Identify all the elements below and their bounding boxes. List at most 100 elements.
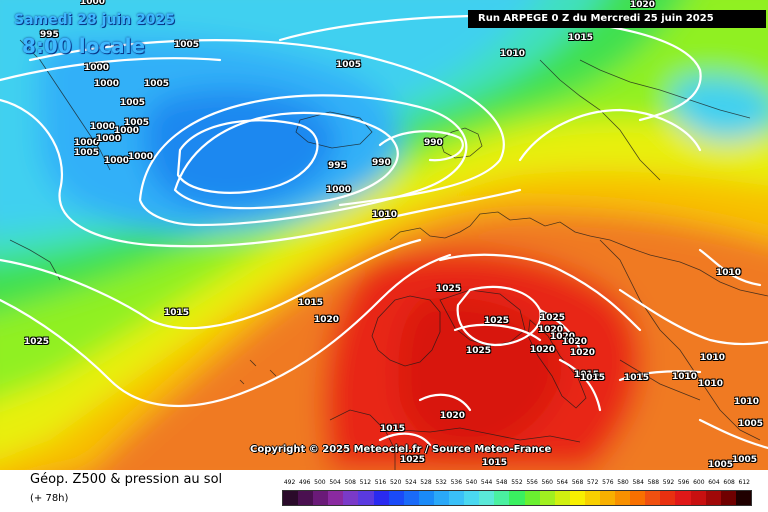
legend-swatch — [479, 491, 495, 505]
legend-swatch — [388, 491, 404, 505]
isobar-label: 1025 — [484, 316, 510, 326]
legend-tick-label: 496 — [299, 479, 311, 486]
isobars — [0, 15, 768, 450]
weather-map: Samedi 28 juin 2025 8:00 locale Run ARPE… — [0, 0, 768, 470]
isobar-label: 1020 — [314, 315, 340, 325]
isobar-label: 1015 — [380, 424, 406, 434]
coastlines — [9, 39, 768, 470]
isobar-label: 1005 — [174, 40, 200, 50]
legend-tick-label: 552 — [511, 479, 523, 486]
legend-tick-label: 536 — [450, 479, 463, 486]
isobar-label: 1010 — [734, 397, 760, 407]
legend-tick-label: 512 — [359, 479, 372, 486]
legend-swatch — [403, 491, 419, 505]
legend-swatch — [615, 491, 631, 505]
legend-tick-label: 564 — [556, 479, 569, 486]
isobar-label: 1000 — [114, 126, 140, 136]
legend-tick-label: 592 — [662, 479, 675, 486]
isobar-label: 1005 — [74, 148, 100, 158]
legend-tick-label: 568 — [571, 479, 584, 486]
isobar-label: 1015 — [580, 373, 606, 383]
isobar-label: 1000 — [74, 138, 100, 148]
isobar-label: 1025 — [436, 284, 462, 294]
isobar-label: 995 — [328, 161, 347, 171]
isobar-label: 1015 — [624, 373, 650, 383]
isobar-label: 1025 — [540, 313, 566, 323]
legend-swatch — [313, 491, 329, 505]
isobar-label: 1005 — [120, 98, 146, 108]
isobar-label: 1010 — [672, 372, 698, 382]
legend-tick-label: 532 — [435, 479, 447, 486]
forecast-time: 8:00 locale — [22, 34, 146, 58]
isobar-label: 1010 — [716, 268, 742, 278]
legend-swatch — [509, 491, 525, 505]
isobar-label: 1010 — [500, 49, 526, 59]
isobar-label: 1000 — [90, 122, 116, 132]
isobar-label: 1000 — [104, 156, 130, 166]
legend-tick-label: 584 — [632, 479, 644, 486]
legend-swatch — [298, 491, 314, 505]
legend-tick-label: 528 — [420, 479, 432, 486]
chart-title: Géop. Z500 & pression au sol — [30, 472, 223, 487]
isobar-label: 1020 — [630, 0, 656, 10]
legend-swatch — [524, 491, 540, 505]
legend-tick-label: 588 — [647, 479, 660, 486]
legend-swatch — [433, 491, 450, 505]
isobar-label: 1000 — [128, 152, 154, 162]
map-field — [0, 0, 768, 470]
legend-tick-label: 556 — [526, 479, 538, 486]
legend-tick-label: 520 — [389, 479, 402, 486]
legend-swatch — [554, 491, 570, 505]
forecast-lead-time: (+ 78h) — [30, 493, 69, 504]
isobar-label: 1020 — [562, 337, 588, 347]
legend-tick-label: 504 — [329, 479, 341, 486]
isobar-label: 990 — [372, 158, 391, 168]
legend-swatch — [675, 491, 691, 505]
isobar-label: 1000 — [84, 63, 110, 73]
isobar-label: 995 — [40, 30, 59, 40]
color-scale-legend: 492 496 500 504 508 512 516 520 524 528 532 536 540 5… — [282, 478, 752, 508]
legend-swatch — [690, 491, 706, 505]
legend-tick-label: 516 — [374, 479, 387, 486]
isobar-label: 1005 — [144, 79, 170, 89]
legend-tick-label: 544 — [480, 479, 493, 486]
legend-swatch — [539, 491, 555, 505]
legend-swatch — [735, 491, 751, 505]
legend-swatch — [343, 491, 359, 505]
isobar-label: 1005 — [708, 460, 734, 470]
legend-swatch — [569, 491, 585, 505]
legend-swatch — [283, 491, 299, 505]
legend-tick-label: 604 — [708, 479, 720, 486]
legend-tick-label: 580 — [617, 479, 629, 486]
isobar-label: 1005 — [738, 419, 764, 429]
isobar-label: 1010 — [698, 379, 724, 389]
isobar-label: 1025 — [400, 455, 426, 465]
isobar-label: 1010 — [372, 210, 398, 220]
isobar-label: 1020 — [550, 332, 576, 342]
isobar-label: 1015 — [574, 370, 600, 380]
legend-footer: Géop. Z500 & pression au sol (+ 78h) 492… — [0, 470, 768, 512]
isobar-label: 1015 — [298, 298, 324, 308]
isobar-label: 1000 — [80, 0, 106, 7]
z500-color-field — [0, 0, 768, 470]
isobar-label: 1015 — [568, 33, 594, 43]
legend-swatch — [418, 491, 434, 505]
isobar-label: 1020 — [570, 348, 596, 358]
isobar-label: 1000 — [94, 79, 120, 89]
legend-tick-label: 500 — [314, 479, 326, 486]
legend-tick-label: 608 — [723, 479, 735, 486]
isobar-label: 1020 — [440, 411, 466, 421]
legend-tick-label: 540 — [465, 479, 478, 486]
legend-labels: 492 496 500 504 508 512 516 520 524 528 532 536 540 5… — [282, 478, 752, 488]
legend-swatch — [660, 491, 676, 505]
run-info: Run ARPEGE 0 Z du Mercredi 25 juin 2025 — [468, 10, 766, 28]
isobar-label: 1020 — [538, 325, 564, 335]
isobar-label: 1015 — [482, 458, 508, 468]
legend-tick-label: 492 — [283, 479, 296, 486]
isobar-label: 1025 — [24, 337, 50, 347]
isobar-label: 1000 — [96, 134, 122, 144]
isobar-label: 1025 — [466, 346, 492, 356]
isobar-label: 1005 — [336, 60, 362, 70]
legend-swatch — [720, 491, 736, 505]
